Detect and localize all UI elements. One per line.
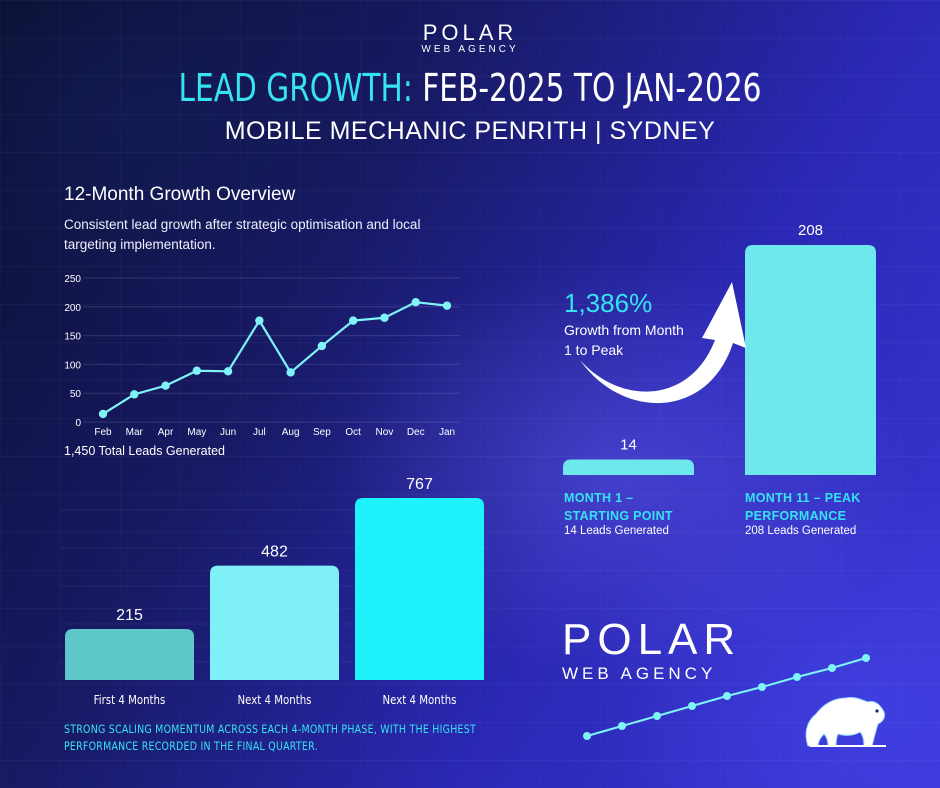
- month1-label-line2: STARTING POINT: [564, 509, 673, 523]
- y-tick-label: 100: [64, 360, 81, 371]
- month11-label-line2: PERFORMANCE: [745, 509, 847, 523]
- comparison-chart: 14 208: [563, 222, 876, 475]
- bar-category-label: First 4 Months: [94, 693, 166, 707]
- trend-line-decoration: [583, 654, 870, 740]
- total-leads-label: 1,450 Total Leads Generated: [64, 444, 226, 458]
- comparison-bar: [563, 459, 694, 475]
- title-range: FEB-2025 TO JAN-2026: [412, 66, 762, 110]
- x-tick-label: Mar: [126, 427, 144, 438]
- page-subtitle: MOBILE MECHANIC PENRITH | SYDNEY: [224, 117, 716, 145]
- x-tick-label: Jul: [253, 427, 266, 438]
- month11-caption: MONTH 11 – PEAK PERFORMANCE 208 Leads Ge…: [745, 489, 895, 537]
- data-point: [98, 409, 108, 419]
- growth-percentage: 1,386%: [564, 288, 653, 318]
- data-point: [255, 316, 264, 325]
- polar-bear-icon: [805, 697, 886, 747]
- data-point: [411, 297, 420, 307]
- footer-logo: POLAR WEB AGENCY: [562, 618, 741, 684]
- line-chart: 0 50 100 150 200 250 Feb Mar Apr May Jun Jul Aug Sep O…: [64, 274, 460, 438]
- title-accent: LEAD GROWTH:: [178, 66, 413, 110]
- x-tick-label: May: [187, 427, 206, 438]
- y-tick-label: 150: [64, 332, 81, 343]
- phase-bar: [355, 498, 484, 680]
- footer-logo-subtext: WEB AGENCY: [562, 664, 717, 683]
- data-point: [161, 381, 170, 390]
- overview-title: 12-Month Growth Overview: [64, 184, 296, 205]
- month11-sub: 208 Leads Generated: [745, 525, 857, 537]
- y-tick-label: 0: [75, 418, 81, 429]
- footer-logo-wordmark: POLAR: [562, 615, 742, 664]
- month11-label-line1: MONTH 11 – PEAK: [745, 491, 861, 505]
- data-point: [380, 313, 389, 322]
- comparison-value-label: 208: [798, 222, 823, 239]
- x-tick-label: Jan: [439, 427, 455, 438]
- data-point: [130, 390, 139, 399]
- data-point: [286, 368, 295, 377]
- page-title: LEAD GROWTH: FEB-2025 TO JAN-2026: [103, 66, 836, 110]
- month1-caption: MONTH 1 – STARTING POINT 14 Leads Genera…: [564, 489, 714, 537]
- month1-label-line1: MONTH 1 –: [564, 491, 634, 505]
- y-tick-label: 200: [64, 303, 81, 314]
- data-point: [192, 366, 202, 375]
- x-tick-label: Feb: [94, 427, 112, 438]
- month1-sub: 14 Leads Generated: [564, 525, 669, 537]
- x-tick-label: Jun: [220, 427, 236, 438]
- bar-category-label: Next 4 Months: [383, 693, 457, 707]
- x-tick-label: Apr: [158, 427, 174, 438]
- logo-wordmark: POLAR: [422, 20, 518, 45]
- y-tick-label: 50: [70, 389, 82, 400]
- x-tick-label: Sep: [313, 427, 331, 438]
- data-point: [223, 367, 233, 376]
- comparison-value-label: 14: [620, 437, 637, 454]
- overview-description: Consistent lead growth after strategic o…: [64, 217, 421, 252]
- lead-line: [102, 301, 448, 415]
- bar-value-label: 767: [406, 476, 433, 493]
- bar-value-label: 482: [261, 544, 288, 561]
- growth-description: Growth from Month 1 to Peak: [564, 322, 684, 358]
- header-logo: POLAR WEB AGENCY: [0, 20, 940, 55]
- phase-bar-chart: 215 First 4 Months 482 Next 4 Months 767 Next…: [60, 476, 490, 707]
- logo-subtext: WEB AGENCY: [421, 44, 519, 55]
- data-point: [317, 341, 327, 351]
- y-tick-label: 250: [64, 274, 81, 285]
- growth-arrow-icon: [580, 282, 746, 404]
- x-tick-label: Oct: [345, 427, 361, 438]
- phase-bar: [65, 628, 194, 680]
- phase-note: Strong scaling momentum across each 4-mo…: [64, 722, 476, 753]
- x-tick-label: Aug: [282, 427, 300, 438]
- x-tick-label: Dec: [407, 427, 425, 438]
- comparison-bar: [745, 245, 876, 475]
- bar-category-label: Next 4 Months: [238, 693, 312, 707]
- bar-value-label: 215: [116, 607, 143, 624]
- data-point: [348, 316, 358, 325]
- x-tick-label: Nov: [376, 427, 394, 438]
- phase-bar: [210, 565, 339, 680]
- data-point: [442, 301, 452, 310]
